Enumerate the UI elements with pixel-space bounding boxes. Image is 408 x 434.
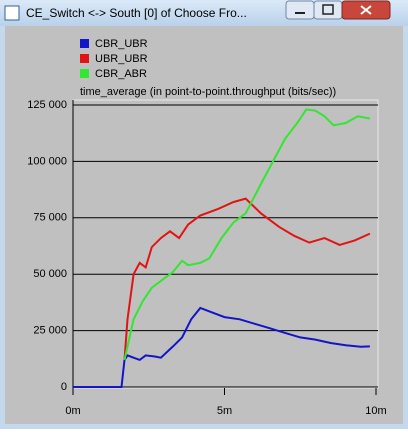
y-tick-label: 100 000 — [27, 155, 67, 167]
legend-label: CBR_UBR — [95, 38, 148, 50]
close-icon — [360, 5, 372, 15]
maximize-icon — [322, 4, 334, 15]
y-tick-label: 125 000 — [27, 99, 67, 111]
chart-subtitle: time_average (in point-to-point.throughp… — [80, 86, 336, 98]
x-tick-label: 5m — [217, 405, 232, 417]
maximize-button[interactable] — [313, 0, 343, 20]
legend-swatch — [80, 69, 89, 78]
legend-swatch — [80, 39, 89, 48]
y-tick-label: 50 000 — [33, 268, 67, 280]
series-line — [123, 108, 371, 361]
legend-label: CBR_ABR — [95, 68, 147, 80]
series-line — [123, 197, 371, 360]
x-tick-label: 10m — [365, 405, 386, 417]
plot-area — [72, 99, 379, 389]
legend-label: UBR_UBR — [95, 53, 148, 65]
x-tick-label: 0m — [65, 405, 80, 417]
series-line — [73, 306, 370, 388]
y-tick-label: 0 — [61, 381, 67, 393]
y-tick-label: 75 000 — [33, 212, 67, 224]
minimize-button[interactable] — [285, 0, 315, 20]
window-title: CE_Switch <-> South [0] of Choose Fro... — [26, 6, 247, 20]
legend-swatch — [80, 54, 89, 63]
window-icon — [4, 5, 20, 21]
y-tick-label: 25 000 — [33, 325, 67, 337]
